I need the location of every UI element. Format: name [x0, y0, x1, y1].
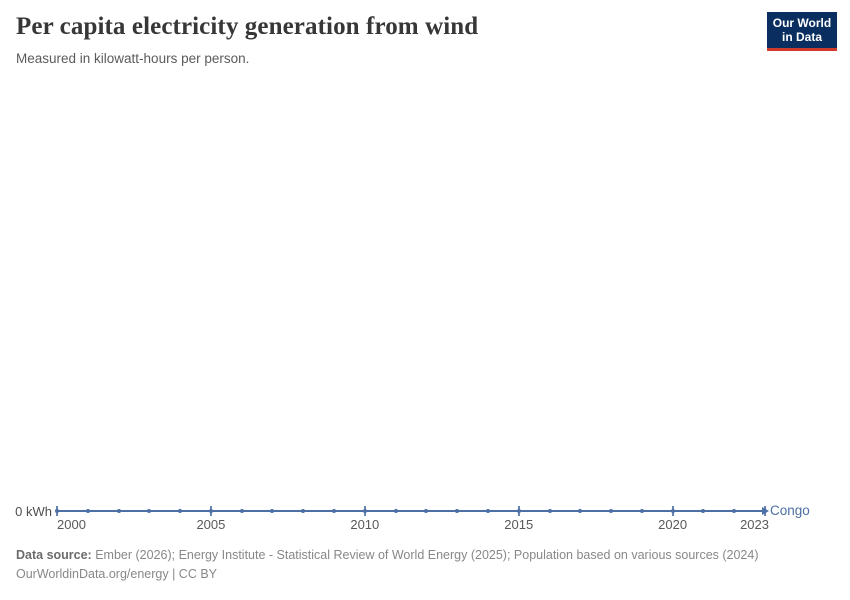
chart-subtitle: Measured in kilowatt-hours per person.	[16, 51, 250, 66]
data-point	[332, 509, 337, 513]
data-point	[85, 509, 90, 513]
series-line-congo	[57, 510, 765, 512]
data-point	[178, 509, 183, 513]
x-tick-label: 2000	[57, 517, 86, 532]
data-point	[301, 509, 306, 513]
footer-license: OurWorldinData.org/energy | CC BY	[16, 567, 218, 581]
data-point	[485, 509, 490, 513]
data-point	[55, 509, 59, 513]
x-tick-label: 2010	[350, 517, 380, 532]
page-title: Per capita electricity generation from w…	[16, 13, 479, 40]
footer-datasource: Data source: Ember (2026); Energy Instit…	[16, 548, 759, 562]
x-tick-label: 2020	[658, 517, 688, 532]
x-tick-label: 2023	[740, 517, 769, 532]
x-tick-label: 2005	[196, 517, 226, 532]
data-point	[270, 509, 275, 513]
data-point	[578, 509, 583, 513]
y-axis-zero-label: 0 kWh	[15, 504, 52, 519]
data-point	[670, 509, 675, 513]
data-point	[639, 509, 644, 513]
data-point	[362, 509, 367, 513]
data-point	[147, 509, 152, 513]
data-point	[393, 509, 398, 513]
data-point	[239, 509, 244, 513]
footer-datasource-text: Ember (2026); Energy Institute - Statist…	[91, 548, 759, 562]
owid-logo: Our World in Data	[767, 12, 837, 51]
data-point	[547, 509, 552, 513]
data-point	[516, 509, 521, 513]
data-point	[732, 509, 737, 513]
entity-label-congo: Congo	[770, 503, 810, 518]
owid-logo-line1: Our World	[772, 15, 832, 30]
x-tick-label: 2015	[504, 517, 534, 532]
data-point	[208, 509, 213, 513]
data-point	[455, 509, 460, 513]
footer-datasource-label: Data source:	[16, 548, 92, 562]
owid-logo-line2: in Data	[781, 30, 822, 44]
data-point	[609, 509, 614, 513]
line-end-arrow-icon	[762, 507, 769, 515]
data-point	[424, 509, 429, 513]
data-point	[701, 509, 706, 513]
data-point	[116, 509, 121, 513]
